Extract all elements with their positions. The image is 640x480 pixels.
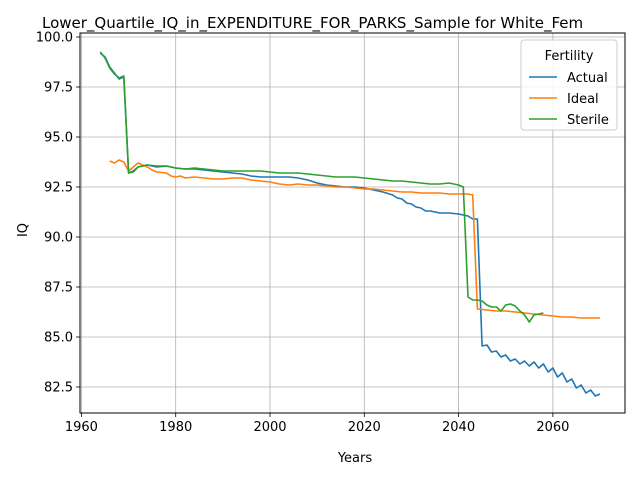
y-tick-label: 95.0 — [44, 131, 73, 146]
legend-label: Sterile — [567, 113, 609, 128]
legend-box — [520, 39, 618, 131]
series-line-ideal — [109, 159, 600, 319]
x-axis-label: Years — [337, 451, 373, 466]
y-tick-label: 90.0 — [44, 231, 73, 246]
y-tick-label: 87.5 — [44, 281, 73, 296]
legend: Fertility Actual Ideal Sterile — [520, 39, 618, 131]
x-tick-label: 2060 — [536, 420, 569, 435]
chart-title: Lower_Quartile_IQ_in_EXPENDITURE_FOR_PAR… — [42, 14, 583, 33]
legend-title: Fertility — [545, 49, 594, 64]
series-line-sterile — [99, 51, 544, 323]
y-tick-label: 97.5 — [44, 81, 73, 96]
plot-frame — [79, 32, 626, 414]
y-tick-label: 85.0 — [44, 331, 73, 346]
x-tick-label: 2020 — [348, 420, 381, 435]
y-tick-label: 82.5 — [44, 381, 73, 396]
x-tick-label: 1960 — [65, 420, 98, 435]
legend-label: Actual — [567, 71, 608, 86]
series-lines — [99, 51, 601, 397]
ticks: 1960 1980 2000 2020 2040 2060 82.5 85.0 87.5 90.0… — [36, 31, 570, 436]
x-tick-label: 1980 — [159, 420, 192, 435]
y-tick-label: 92.5 — [44, 181, 73, 196]
x-tick-label: 2000 — [253, 420, 286, 435]
y-axis-label: IQ — [16, 223, 31, 237]
x-tick-label: 2040 — [442, 420, 475, 435]
y-tick-label: 100.0 — [36, 31, 73, 46]
legend-label: Ideal — [567, 92, 599, 107]
